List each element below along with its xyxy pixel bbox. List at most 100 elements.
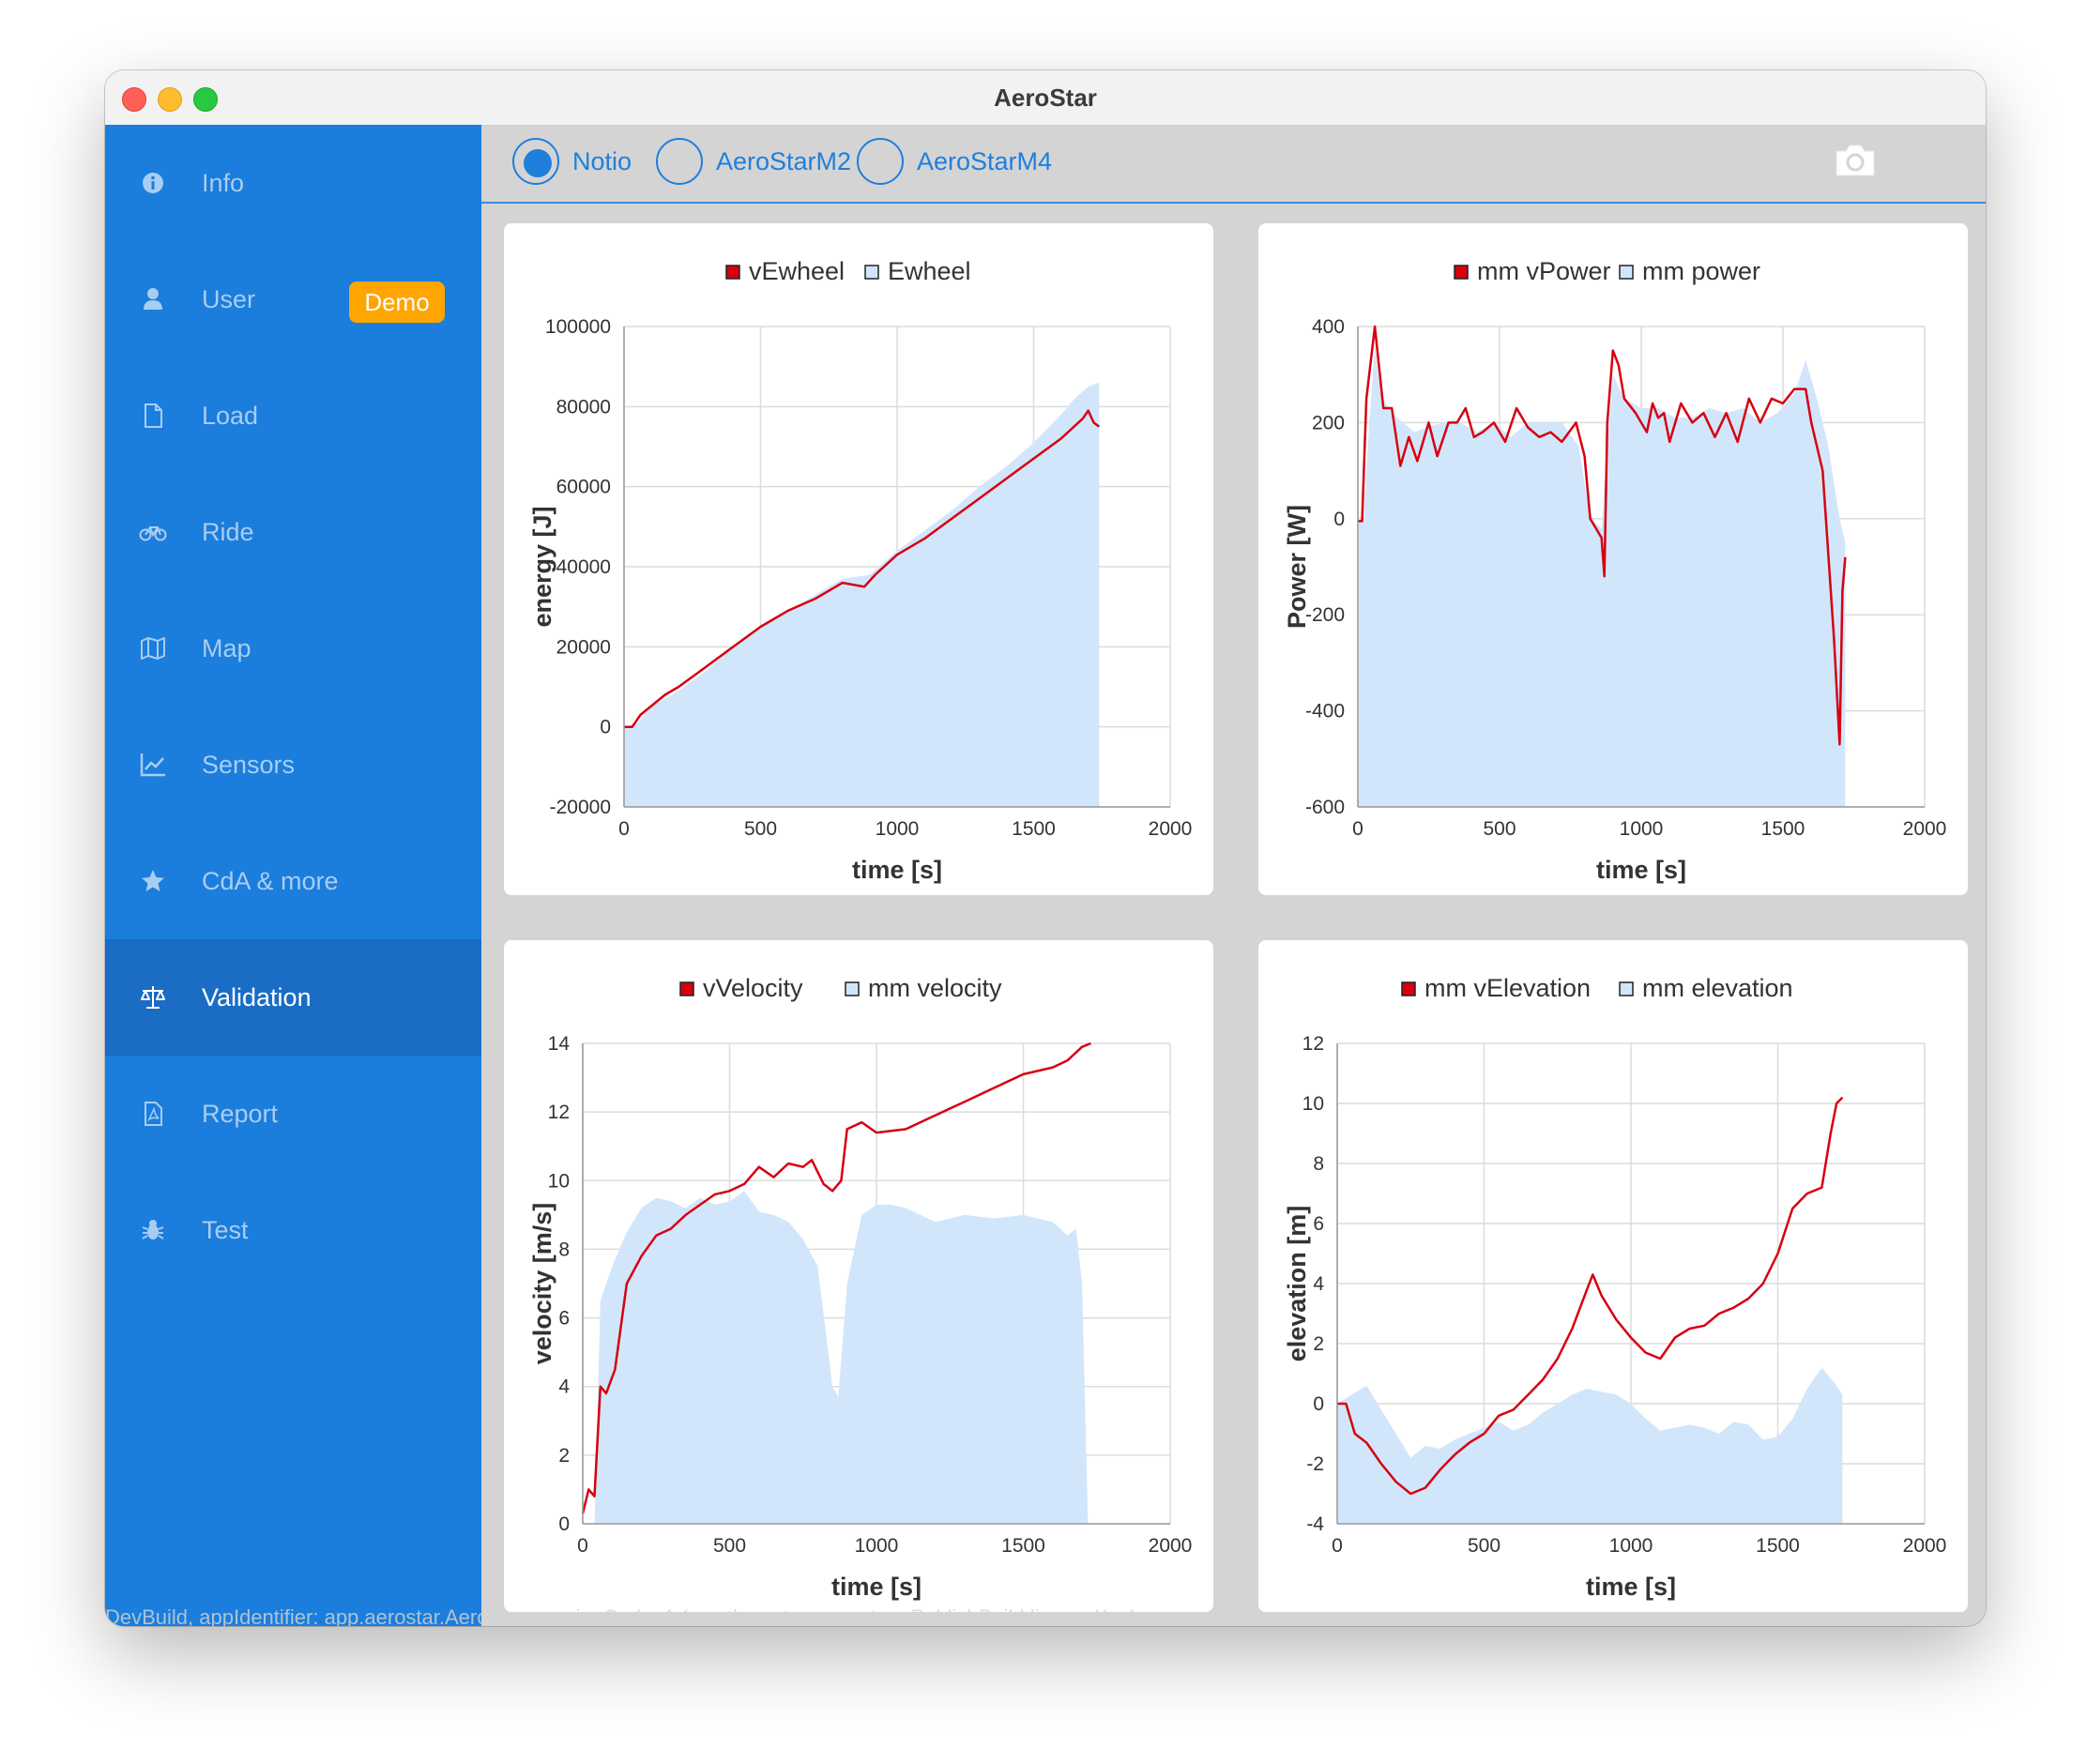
sidebar-item-label: CdA & more [202,867,339,895]
series-line-vvelocity [581,1042,1091,1514]
y-tick-label: 2 [558,1445,570,1467]
y-tick-label: 10 [548,1170,570,1192]
y-tick-label: 0 [600,717,611,738]
y-tick-label: 0 [1333,509,1345,530]
sidebar-item-cda[interactable]: CdA & more [105,823,481,939]
star-icon [142,870,164,891]
x-tick-label: 0 [618,818,630,840]
close-window-button[interactable] [122,87,146,112]
x-axis-label: time [s] [852,856,942,884]
y-tick-label: 80000 [556,396,611,418]
legend-swatch [1619,265,1634,280]
x-tick-label: 0 [1332,1535,1343,1557]
y-tick-label: -400 [1305,701,1345,722]
series-area-mm-velocity [594,1191,1089,1524]
user-icon [144,288,162,310]
sidebar-item-label: Info [202,169,245,197]
y-tick-label: 40000 [556,556,611,578]
y-tick-label: 0 [558,1513,570,1535]
sidebar-item-validation[interactable]: Validation [105,939,481,1056]
sidebar-item-label: Validation [202,983,312,1011]
y-axis-label: velocity [m/s] [528,1203,556,1365]
chart-card-velocity: vVelocity mm velocity 0 500 1000 1500 2000 0 2 4 6… [504,940,1213,1612]
chart-legend: mm vPower mm power [1454,257,1760,285]
legend-label: vEwheel [749,257,845,285]
y-tick-label: -2 [1306,1453,1324,1475]
x-tick-label: 1500 [1761,818,1805,840]
y-tick-label: 12 [548,1102,570,1123]
chart-legend: mm vElevation mm elevation [1401,974,1793,1002]
x-tick-label: 1000 [876,818,920,840]
sidebar-item-user[interactable]: User Demo [105,241,481,357]
x-tick-label: 2000 [1903,818,1947,840]
y-tick-label: -4 [1306,1513,1324,1535]
x-tick-label: 1000 [1609,1535,1653,1557]
sidebar-item-sensors[interactable]: Sensors [105,707,481,823]
sidebar-item-load[interactable]: Load [105,357,481,474]
x-tick-label: 1500 [1756,1535,1800,1557]
y-tick-label: 4 [558,1376,570,1398]
sidebar-item-label: Test [202,1216,249,1244]
scale-icon [141,986,165,1009]
y-tick-label: -600 [1305,797,1345,818]
sidebar-item-report[interactable]: Report [105,1056,481,1172]
series-area-mm-power [1358,345,1846,807]
radio-circle[interactable] [857,138,904,185]
x-tick-label: 1500 [1012,818,1056,840]
zoom-window-button[interactable] [193,87,218,112]
legend-swatch [1401,981,1416,996]
legend-label: mm vPower [1477,257,1611,285]
x-axis-label: time [s] [1596,856,1686,884]
x-tick-label: 2000 [1903,1535,1947,1557]
sidebar-item-ride[interactable]: Ride [105,474,481,590]
y-tick-label: 6 [1313,1213,1324,1235]
info-icon [143,173,163,193]
y-tick-label: 100000 [545,316,611,338]
sidebar-item-label: Map [202,634,251,662]
sidebar: Info User Demo Load Ride Map Sensors CdA… [105,125,481,1626]
chart-card-elevation: mm vElevation mm elevation 0 500 1000 1500 200… [1258,940,1968,1612]
legend-swatch [679,981,694,996]
y-tick-label: -20000 [550,797,611,818]
series-line-vewheel [624,409,1101,728]
chart-card-power: mm vPower mm power 0 500 1000 1500 2000 -600 -40… [1258,223,1968,895]
minimize-window-button[interactable] [158,87,182,112]
y-tick-label: 20000 [556,636,611,658]
legend-swatch [864,265,879,280]
y-tick-label: 60000 [556,477,611,498]
series-area-mm-elevation [1337,1367,1843,1524]
legend-swatch [725,265,740,280]
legend-swatch [845,981,860,996]
legend-label: vVelocity [703,974,803,1002]
radio-label: AeroStarM2 [716,147,852,175]
sidebar-item-label: Sensors [202,751,296,779]
legend-swatch [1454,265,1469,280]
radio-label: Notio [572,147,632,175]
sidebar-item-info[interactable]: Info [105,125,481,241]
chart-legend: vVelocity mm velocity [679,974,1002,1002]
x-tick-label: 0 [1352,818,1363,840]
x-tick-label: 500 [1483,818,1516,840]
y-tick-label: 2 [1313,1333,1324,1355]
radio-selected-dot [524,149,552,177]
legend-label: mm velocity [868,974,1002,1002]
radio-circle[interactable] [656,138,703,185]
x-tick-label: 0 [577,1535,588,1557]
window-title: AeroStar [994,84,1097,112]
radio-circle[interactable] [512,138,559,185]
line-chart-icon [140,753,165,777]
legend-label: mm power [1642,257,1760,285]
x-tick-label: 500 [744,818,777,840]
sidebar-item-test[interactable]: Test [105,1172,481,1288]
camera-icon[interactable] [1833,142,1878,179]
y-axis-label: Power [W] [1283,505,1311,629]
sidebar-item-map[interactable]: Map [105,590,481,707]
x-tick-label: 1000 [855,1535,899,1557]
y-axis-label: energy [J] [528,506,556,627]
chart-card-energy: vEwheel Ewheel 0 500 1000 1500 2000 -20000 0 2000… [504,223,1213,895]
legend-label: mm vElevation [1424,974,1591,1002]
x-tick-label: 1500 [1001,1535,1045,1557]
y-axis-label: elevation [m] [1283,1206,1311,1362]
y-tick-label: 14 [548,1033,571,1055]
title-bar: AeroStar [105,70,1986,126]
